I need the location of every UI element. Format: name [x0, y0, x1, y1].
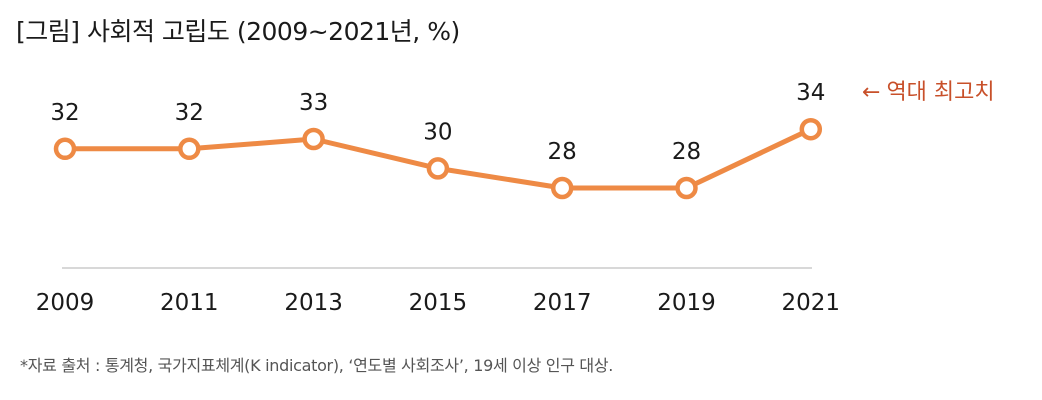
- x-tick-label-2017: 2017: [533, 290, 592, 316]
- annotation-text: 역대 최고치: [886, 80, 995, 105]
- max-annotation: ← 역대 최고치: [862, 74, 995, 106]
- x-tick-label-2015: 2015: [409, 290, 468, 316]
- x-tick-label-2019: 2019: [657, 290, 716, 316]
- source-note: *자료 출처 : 통계청, 국가지표체계(K indicator), ‘연도별 …: [20, 356, 614, 375]
- x-tick-label-2011: 2011: [160, 290, 219, 316]
- x-tick-label-2013: 2013: [284, 290, 343, 316]
- chart-title: [그림] 사회적 고립도 (2009~2021년, %): [16, 17, 460, 46]
- x-tick-label-2009: 2009: [36, 290, 95, 316]
- data-label-2013: 33: [299, 90, 328, 116]
- left-arrow-icon: ←: [862, 80, 881, 105]
- data-label-2015: 30: [423, 119, 452, 145]
- data-point-2013: [302, 127, 325, 151]
- markers-group: [53, 117, 823, 200]
- data-labels-group: 32 32 33 30 28 28 34: [50, 80, 825, 165]
- data-label-2021: 34: [796, 80, 825, 106]
- data-label-2009: 32: [50, 100, 79, 126]
- x-tick-label-2021: 2021: [782, 290, 841, 316]
- data-label-2019: 28: [672, 139, 701, 165]
- data-point-2011: [178, 137, 201, 161]
- data-label-2017: 28: [548, 139, 577, 165]
- data-point-2015: [426, 157, 450, 180]
- data-point-2017: [550, 176, 574, 200]
- data-point-2021: [799, 117, 823, 141]
- data-label-2011: 32: [175, 100, 204, 126]
- x-tick-labels-group: 2009 2011 2013 2015 2017 2019 2021: [36, 290, 840, 316]
- data-point-2009: [53, 137, 77, 161]
- data-point-2019: [675, 176, 698, 200]
